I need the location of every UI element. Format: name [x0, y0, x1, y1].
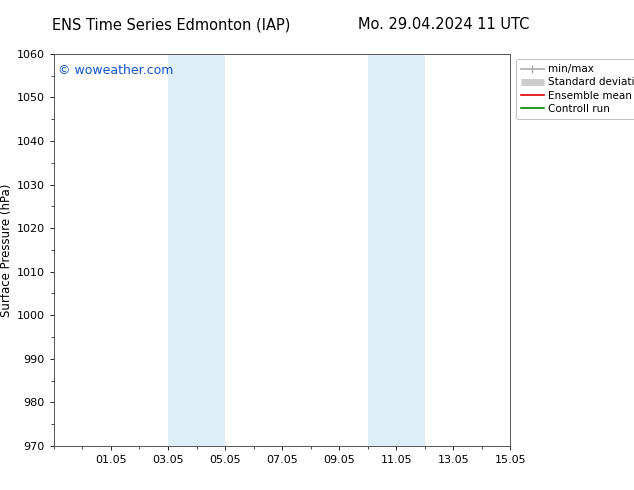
Y-axis label: Surface Pressure (hPa): Surface Pressure (hPa): [0, 183, 13, 317]
Bar: [168, 54, 225, 446]
Text: Mo. 29.04.2024 11 UTC: Mo. 29.04.2024 11 UTC: [358, 17, 529, 32]
Text: ENS Time Series Edmonton (IAP): ENS Time Series Edmonton (IAP): [52, 17, 290, 32]
Bar: [368, 54, 425, 446]
Legend: min/max, Standard deviation, Ensemble mean run, Controll run: min/max, Standard deviation, Ensemble me…: [515, 59, 634, 119]
Text: © woweather.com: © woweather.com: [58, 64, 174, 77]
